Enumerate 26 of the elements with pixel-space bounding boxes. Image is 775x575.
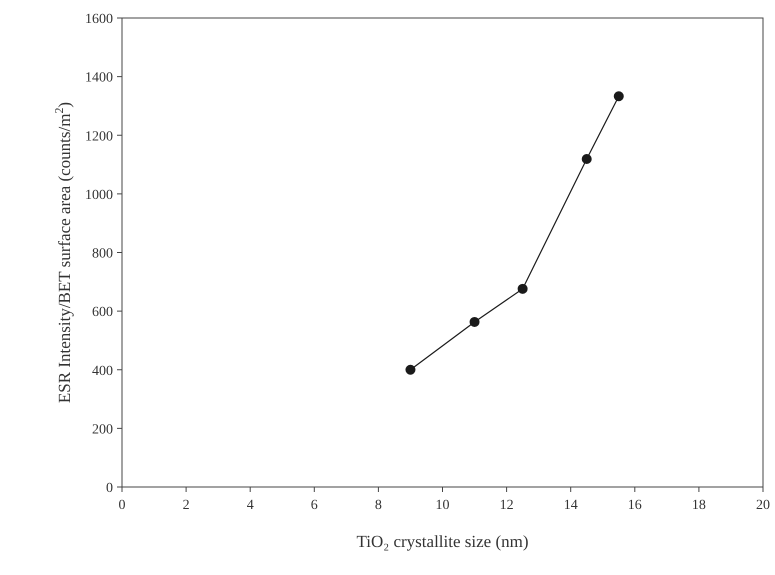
- x-tick-label: 10: [436, 498, 450, 513]
- point: [405, 364, 416, 375]
- x-tick-label: 2: [182, 498, 190, 513]
- point: [470, 316, 480, 327]
- y-tick-label: 400: [92, 364, 113, 379]
- y-tick-label: 1400: [85, 70, 113, 86]
- x-tick-label: 4: [246, 498, 254, 513]
- x-tick-label: 20: [756, 498, 770, 513]
- y-tick-label: 1000: [85, 188, 113, 203]
- y-tick-label: 800: [92, 246, 113, 262]
- x-tick-label: 0: [118, 498, 126, 513]
- y-tick-label: 600: [92, 305, 113, 320]
- point: [518, 284, 528, 294]
- x-tick-label: 8: [374, 498, 382, 513]
- x-tick-label: 6: [310, 498, 318, 513]
- y-tick-label: 200: [92, 422, 113, 438]
- y-tick-label: 1200: [85, 129, 113, 144]
- x-tick-label: 18: [692, 498, 706, 513]
- x-axis-title: TiO₂ crystallite size (nm): [356, 532, 528, 551]
- y-tick-label: 1600: [85, 12, 113, 27]
- point: [614, 91, 624, 102]
- point: [582, 154, 592, 164]
- x-tick-label: 12: [500, 498, 514, 513]
- x-tick-label: 14: [564, 498, 578, 513]
- x-tick-label: 16: [628, 498, 642, 513]
- y-tick-label: 0: [106, 481, 113, 496]
